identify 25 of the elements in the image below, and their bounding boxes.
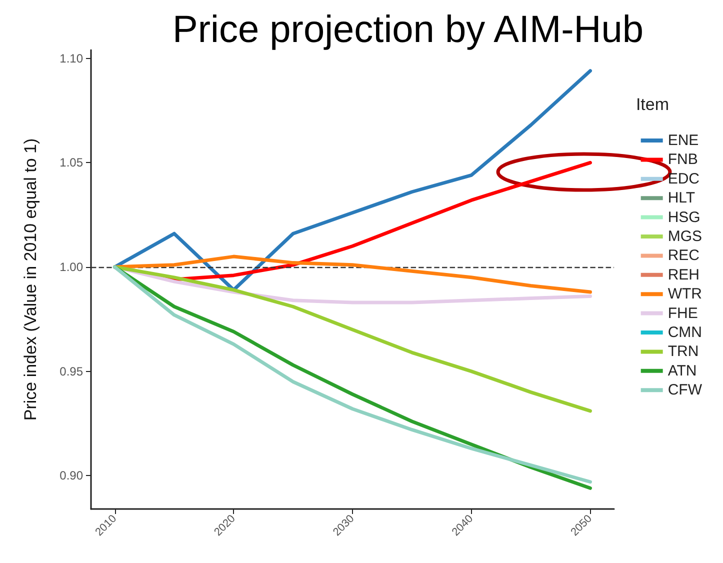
legend-label: HLT	[668, 190, 696, 207]
legend-label: TRN	[668, 343, 699, 360]
legend-label: FHE	[668, 304, 698, 322]
y-tick-label: 1.05	[60, 156, 84, 170]
legend-label: REC	[668, 247, 700, 264]
legend-label: REH	[668, 266, 700, 284]
legend-label: WTR	[668, 286, 702, 303]
legend-label: EDC	[668, 170, 700, 188]
legend-label: ATN	[668, 362, 697, 380]
y-tick-label: 1.10	[60, 51, 84, 66]
y-tick-label: 0.95	[60, 364, 84, 378]
legend-label: MGS	[668, 228, 702, 245]
legend-label: CMN	[668, 324, 702, 341]
legend-label: FNB	[668, 151, 698, 168]
y-axis-title: Price index (Value in 2010 equal to 1)	[21, 138, 40, 421]
line-series	[113, 265, 592, 413]
legend-label: HSG	[668, 208, 700, 226]
legend-label: ENE	[668, 132, 699, 149]
legend-label: CFW	[668, 382, 703, 399]
line-series	[113, 69, 592, 292]
y-tick-label: 0.90	[60, 468, 84, 483]
legend-title: Item	[636, 95, 669, 114]
chart-title: Price projection by AIM-Hub	[172, 9, 644, 51]
y-tick-label: 1.00	[60, 260, 84, 274]
line-series	[113, 254, 592, 294]
